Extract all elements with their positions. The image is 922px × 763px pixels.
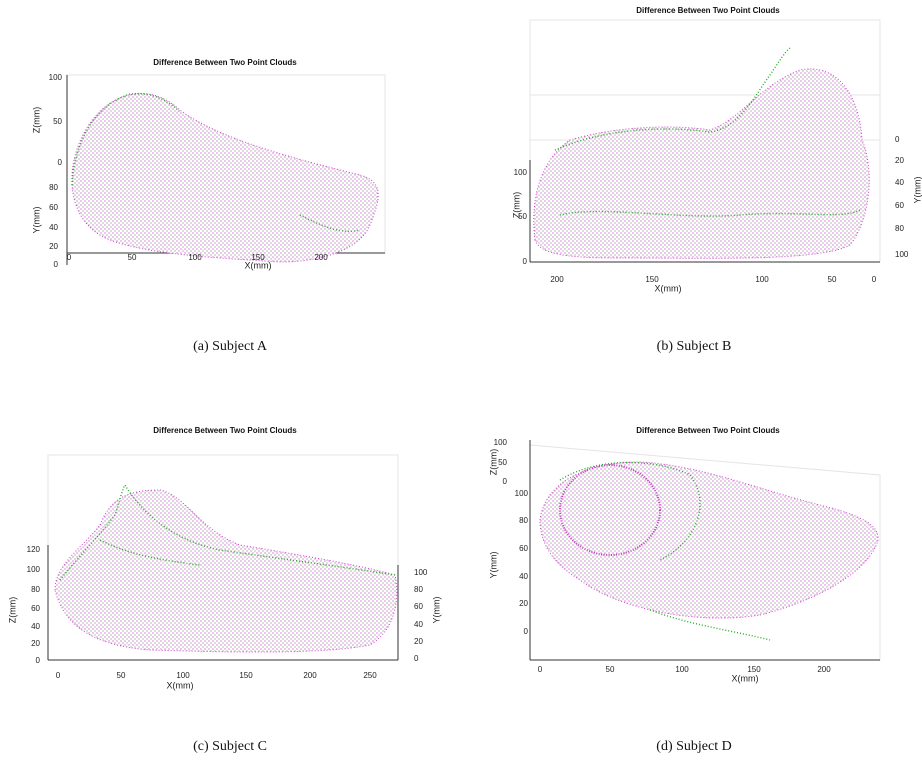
z-axis-label: Z(mm) [511,192,521,219]
x-tick-label: 150 [747,665,761,674]
z-tick-label: 50 [498,458,507,467]
x-axis-label: X(mm) [655,283,682,293]
panel-title: Difference Between Two Point Clouds [153,426,297,435]
x-tick-label: 0 [67,253,72,262]
y-tick-label: 80 [414,585,423,594]
panel-caption: (b) Subject B [657,339,732,354]
x-tick-label: 150 [239,671,253,680]
z-tick-label: 100 [49,73,63,82]
x-tick-label: 0 [56,671,61,680]
x-axis-label: X(mm) [245,260,272,270]
z-tick-label: 100 [494,438,508,447]
y-tick-label: 20 [519,599,528,608]
z-tick-label: 0 [36,656,41,665]
panel-title: Difference Between Two Point Clouds [636,426,780,435]
panel-title: Difference Between Two Point Clouds [153,58,297,67]
z-tick-label: 20 [31,639,40,648]
x-axis-label: X(mm) [167,680,194,690]
z-axis-label: Z(mm) [7,597,17,624]
z-tick-label: 100 [27,565,41,574]
y-tick-label: 0 [524,627,529,636]
x-tick-label: 200 [550,275,564,284]
x-tick-label: 200 [303,671,317,680]
panel-title: Difference Between Two Point Clouds [636,6,780,15]
x-tick-label: 0 [538,665,543,674]
z-tick-label: 0 [503,477,508,486]
z-tick-label: 80 [31,585,40,594]
y-tick-label: 100 [414,568,428,577]
panel-caption: (d) Subject D [656,739,731,754]
x-tick-label: 100 [755,275,769,284]
x-tick-label: 100 [675,665,689,674]
z-tick-label: 100 [514,168,528,177]
panel-b-plot [529,19,881,263]
panel-caption: (c) Subject C [193,739,267,754]
y-tick-label: 40 [895,178,904,187]
y-tick-label: 80 [519,516,528,525]
z-tick-label: 50 [53,117,62,126]
y-tick-label: 0 [895,135,900,144]
x-tick-label: 50 [117,671,126,680]
panel-caption: (a) Subject A [193,339,268,354]
y-tick-label: 80 [49,183,58,192]
y-tick-label: 80 [895,224,904,233]
x-tick-label: 100 [176,671,190,680]
x-tick-label: 150 [645,275,659,284]
z-axis-label: Z(mm) [31,107,41,134]
y-tick-label: 0 [54,260,59,269]
z-tick-label: 50 [518,212,527,221]
y-tick-label: 20 [49,242,58,251]
panel-d-plot [529,440,881,661]
y-tick-label: 20 [414,637,423,646]
y-tick-label: 40 [49,223,58,232]
y-tick-label: 60 [414,602,423,611]
x-tick-label: 0 [872,275,877,284]
x-tick-label: 50 [828,275,837,284]
z-tick-label: 0 [523,257,528,266]
y-tick-label: 20 [895,156,904,165]
y-axis-label: Y(mm) [31,207,41,234]
panel-a-plot [66,74,386,265]
y-tick-label: 100 [515,489,529,498]
x-tick-label: 50 [606,665,615,674]
y-tick-label: 40 [414,620,423,629]
x-tick-label: 50 [128,253,137,262]
y-axis-label: Y(mm) [431,597,441,624]
y-tick-label: 40 [519,572,528,581]
x-tick-label: 200 [817,665,831,674]
x-tick-label: 100 [188,253,202,262]
z-axis-label: Z(mm) [488,449,498,476]
x-tick-label: 200 [314,253,328,262]
panel-c-plot [47,454,399,661]
z-tick-label: 60 [31,604,40,613]
x-axis-label: X(mm) [732,673,759,683]
y-tick-label: 60 [49,203,58,212]
z-tick-label: 0 [58,158,63,167]
y-tick-label: 100 [895,250,909,259]
x-tick-label: 250 [363,671,377,680]
z-tick-label: 40 [31,622,40,631]
y-tick-label: 0 [414,654,419,663]
y-tick-label: 60 [895,201,904,210]
z-tick-label: 120 [27,545,41,554]
x-tick-label: 150 [251,253,265,262]
y-axis-label: Y(mm) [912,177,922,204]
y-axis-label: Y(mm) [488,552,498,579]
y-tick-label: 60 [519,544,528,553]
